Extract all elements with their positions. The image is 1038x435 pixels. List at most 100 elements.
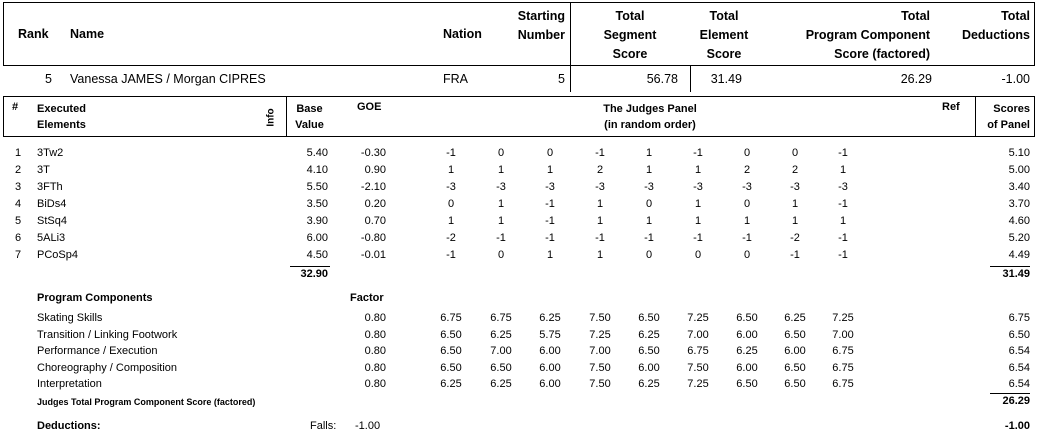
table-row: Choreography / Composition 0.80 6.50 6.50 6.…	[0, 362, 1038, 378]
judge-score: 1	[791, 198, 799, 210]
judge-score: 1	[546, 249, 554, 261]
judge-score: -3	[446, 181, 456, 193]
table-row: Skating Skills 0.80 6.75 6.75 6.25 7.50 6.50 7.…	[0, 312, 1038, 328]
judge-score: -3	[595, 181, 605, 193]
starting-number-label: Starting Number	[517, 9, 565, 42]
judge-score: -3	[496, 181, 506, 193]
component-factor: 0.80	[364, 328, 386, 341]
judge-score: 7.25	[589, 328, 611, 341]
judge-score: 1	[447, 164, 455, 176]
judge-score: -1	[693, 232, 703, 244]
judge-score: -2	[790, 232, 800, 244]
name-label: Name	[70, 27, 105, 41]
element-name: PCoSp4	[37, 249, 78, 261]
falls-value: -1.00	[355, 420, 381, 432]
element-base-value: 3.50	[306, 198, 328, 210]
judge-score: 0	[497, 147, 505, 159]
judge-score: -3	[693, 181, 703, 193]
judge-score: 7.50	[687, 361, 709, 374]
judge-score: 6.25	[490, 328, 512, 341]
tes-label: Total Element Score	[699, 9, 749, 61]
judge-score: -1	[644, 232, 654, 244]
element-panel-score: 3.40	[1008, 181, 1030, 193]
judge-score: -3	[545, 181, 555, 193]
rank-label: Rank	[18, 27, 49, 41]
judge-score: 6.75	[687, 345, 709, 358]
component-factor: 0.80	[364, 361, 386, 374]
judge-score: -1	[838, 249, 848, 261]
judge-score: -1	[838, 147, 848, 159]
pcs-label: Total Program Component Score (factored)	[805, 9, 930, 61]
judge-score: 6.25	[736, 345, 758, 358]
judge-score: 6.00	[638, 361, 660, 374]
elements-header-box	[3, 96, 1035, 137]
judge-score: -1	[693, 147, 703, 159]
header-divider	[570, 2, 571, 66]
skater-tes: 31.49	[710, 72, 742, 86]
element-number: 5	[15, 215, 22, 227]
element-number: 6	[15, 232, 22, 244]
judge-score: -3	[644, 181, 654, 193]
table-row: 6 5ALi3 6.00 -0.80 -2 -1 -1 -1 -1 -1 -1 -2 -1 5.20	[0, 232, 1038, 248]
judge-score: 1	[497, 164, 505, 176]
element-name: 3Tw2	[37, 147, 64, 159]
judge-score: -1	[838, 198, 848, 210]
deductions-total: -1.00	[1004, 420, 1030, 432]
element-number: 3	[15, 181, 22, 193]
component-name: Choreography / Composition	[37, 361, 178, 374]
component-panel-score: 6.75	[1008, 312, 1030, 324]
skater-rank: 5	[45, 72, 52, 86]
judge-score: 1	[645, 215, 653, 227]
skater-divider-2	[690, 66, 691, 92]
judge-score: 6.25	[638, 328, 660, 341]
judge-score: 1	[596, 215, 604, 227]
judge-score: 7.00	[490, 345, 512, 358]
element-base-value: 3.90	[306, 215, 328, 227]
judge-score: 7.50	[589, 361, 611, 374]
deductions-label: Total Deductions	[961, 9, 1030, 42]
judge-score: 1	[743, 215, 751, 227]
falls-label: Falls:	[310, 420, 337, 432]
judge-score: 6.25	[539, 312, 561, 324]
table-row: 4 BiDs4 3.50 0.20 0 1 -1 1 0 1 0 1 -1 3.70	[0, 198, 1038, 214]
judge-score: 6.25	[638, 378, 660, 391]
judge-score: 1	[546, 164, 554, 176]
component-factor: 0.80	[364, 378, 386, 391]
judge-score: 5.75	[539, 328, 561, 341]
judge-score: 0	[743, 147, 751, 159]
element-panel-score: 5.20	[1008, 232, 1030, 244]
judge-score: 7.00	[589, 345, 611, 358]
judge-score: 2	[743, 164, 751, 176]
element-name: 3FTh	[37, 181, 63, 193]
deductions-row-label: Deductions:	[37, 420, 101, 432]
judge-score: 6.50	[440, 361, 462, 374]
element-number: 7	[15, 249, 22, 261]
judge-score: 6.75	[440, 312, 462, 324]
elements-header-divider-1	[286, 96, 287, 137]
element-panel-score: 4.49	[1008, 249, 1030, 261]
skater-name: Vanessa JAMES / Morgan CIPRES	[70, 72, 266, 86]
judge-score: 6.00	[784, 345, 806, 358]
judge-score: 1	[839, 215, 847, 227]
judge-score: 7.25	[687, 378, 709, 391]
element-name: StSq4	[37, 215, 67, 227]
elements-goe-label: GOE	[357, 101, 382, 113]
pcs-total-line	[990, 393, 1030, 394]
judge-score: 6.50	[784, 328, 806, 341]
judge-score: 6.00	[539, 361, 561, 374]
judge-score: 2	[596, 164, 604, 176]
judge-score: 0	[645, 198, 653, 210]
judge-score: 2	[791, 164, 799, 176]
tss-label: Total Segment Score	[603, 9, 657, 61]
judge-score: 1	[694, 198, 702, 210]
judge-score: -1	[446, 249, 456, 261]
judge-score: 6.50	[440, 345, 462, 358]
pcs-total-label: Judges Total Program Component Score (fa…	[37, 397, 256, 407]
elements-header-divider-2	[975, 96, 976, 137]
judge-score: 1	[694, 164, 702, 176]
table-row: 5 StSq4 3.90 0.70 1 1 -1 1 1 1 1 1 1 4.60	[0, 215, 1038, 231]
element-goe: 0.20	[364, 198, 386, 210]
judge-score: 0	[743, 198, 751, 210]
element-panel-score: 3.70	[1008, 198, 1030, 210]
elements-num-label: #	[12, 101, 19, 113]
